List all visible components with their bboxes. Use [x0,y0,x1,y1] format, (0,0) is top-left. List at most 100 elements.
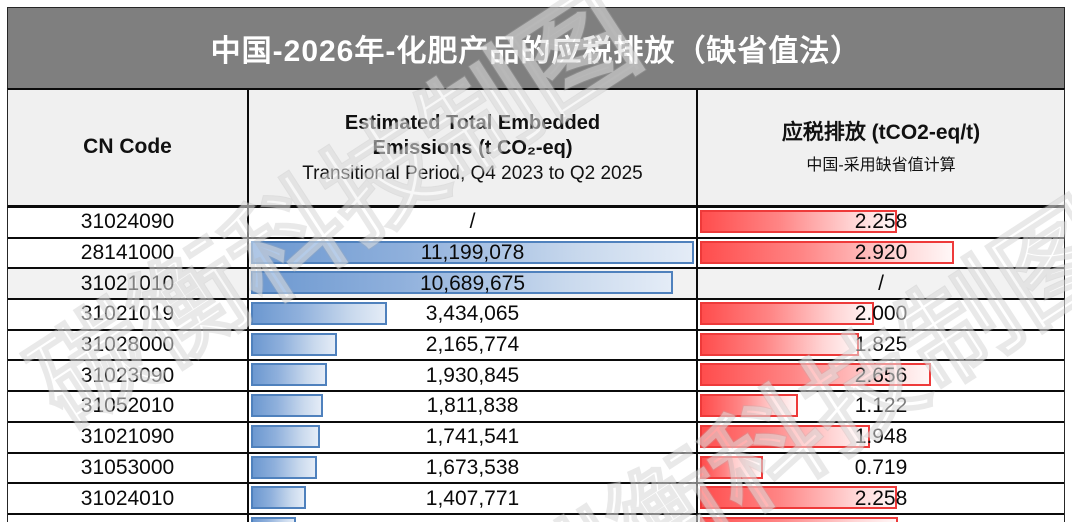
emissions-data-bar [251,424,320,448]
cell-embedded-emissions: 2,165,774 [249,330,698,360]
header-taxable-emissions-title: 应税排放 (tCO2-eq/t) [781,121,981,145]
header-embedded-emissions-subtitle: Transitional Period, Q4 2023 to Q2 2025 [302,162,643,184]
taxable-value: 1.122 [854,394,908,418]
table-row: 31052010 1,811,838 1.122 [8,392,1064,423]
cn-code-value: 31023090 [80,363,175,387]
table-row: 31021090 1,741,541 1.948 [8,422,1064,454]
cell-taxable-emissions: 2.000 [698,300,1064,329]
taxable-data-bar [700,424,870,448]
taxable-value: / [878,271,884,295]
cn-code-value [8,515,247,522]
cn-code-value: 31021090 [80,425,175,449]
cell-cn-code: 31053000 [8,453,249,483]
cell-taxable-emissions [698,515,1064,522]
emissions-data-bar [251,302,387,326]
cell-cn-code: 28141000 [8,238,249,268]
cell-embedded-emissions: 1,673,538 [249,453,698,483]
cell-taxable-emissions: 0.719 [698,454,1064,483]
header-taxable-emissions-subtitle: 中国-采用缺省值计算 [806,156,956,174]
table-row: 31021010 10,689,675 / [8,269,1064,301]
taxable-data-bar [700,486,897,510]
cn-code-value: 28141000 [80,241,175,265]
cell-embedded-emissions: 10,689,675 [249,269,698,299]
emissions-data-bar [251,516,296,522]
header-embedded-emissions-title: Estimated Total Embedded Emissions (t CO… [344,111,601,159]
cn-code-value: 31024010 [80,486,175,510]
emissions-data-bar [251,271,674,295]
cell-embedded-emissions: 1,741,541 [249,422,698,452]
cell-cn-code: 31021090 [8,422,249,452]
cn-code-value: 31021010 [80,271,175,295]
header-cn-code-label: CN Code [83,135,172,159]
cell-embedded-emissions [249,514,698,522]
taxable-value: 2.920 [854,241,908,265]
taxable-value: 2.258 [854,486,908,510]
cell-cn-code [8,514,249,522]
taxable-data-bar [700,302,875,326]
taxable-value: 2.258 [854,210,908,234]
emissions-value: 10,689,675 [419,271,526,295]
emissions-value: 1,741,541 [425,425,520,449]
emissions-data-bar [251,486,307,510]
emissions-value: 1,407,771 [425,486,520,510]
cell-cn-code: 31052010 [8,392,249,421]
emissions-value: 11,199,078 [420,241,525,265]
emissions-table: 中国-2026年-化肥产品的应税排放（缺省值法） CN Code Estimat… [7,7,1065,522]
taxable-value: 1.825 [854,333,908,357]
emissions-value: 1,811,838 [426,394,519,418]
table-row: 31053000 1,673,538 0.719 [8,453,1064,485]
table-body: 31024090 / 2.258 28141000 11,199,078 2.9… [7,208,1065,522]
emissions-value: 2,165,774 [425,333,520,357]
table-row: 28141000 11,199,078 2.920 [8,238,1064,270]
cell-embedded-emissions: 1,811,838 [249,392,698,421]
cell-taxable-emissions: 2.258 [698,208,1064,237]
table-row: 31023090 1,930,845 2.656 [8,361,1064,393]
emissions-value [249,515,696,522]
cn-code-value: 31053000 [80,455,175,479]
taxable-data-bar [700,455,763,479]
cell-embedded-emissions: 1,930,845 [249,361,698,391]
cell-cn-code: 31024090 [8,208,249,237]
table-row: 31024010 1,407,771 2.258 [8,484,1064,515]
emissions-data-bar [251,363,328,387]
cn-code-value: 31024090 [80,210,175,234]
table-row: 31021019 3,434,065 2.000 [8,300,1064,331]
cell-cn-code: 31023090 [8,361,249,391]
cell-taxable-emissions: 1.825 [698,331,1064,360]
table-row [8,514,1064,522]
cell-cn-code: 31028000 [8,330,249,360]
table-title: 中国-2026年-化肥产品的应税排放（缺省值法） [7,7,1065,88]
header-embedded-emissions: Estimated Total Embedded Emissions (t CO… [249,90,698,205]
taxable-value: 2.656 [854,363,908,387]
cell-taxable-emissions: 2.920 [698,239,1064,268]
cell-taxable-emissions: 2.258 [698,484,1064,513]
cell-embedded-emissions: 11,199,078 [249,238,698,268]
cell-taxable-emissions: 1.948 [698,423,1064,452]
taxable-data-bar [700,394,798,418]
cn-code-value: 31021019 [80,302,175,326]
cell-cn-code: 31024010 [8,484,249,513]
header-taxable-emissions: 应税排放 (tCO2-eq/t) 中国-采用缺省值计算 [698,90,1064,205]
taxable-data-bar [700,240,955,264]
cell-taxable-emissions: / [698,269,1064,298]
emissions-data-bar [251,394,323,418]
taxable-data-bar [700,210,897,233]
emissions-value: / [469,210,476,234]
cell-embedded-emissions: 3,434,065 [249,300,698,329]
emissions-data-bar [251,240,694,264]
emissions-value: 3,434,065 [425,302,520,326]
cn-code-value: 31028000 [80,333,175,357]
taxable-value [698,515,1064,522]
emissions-value: 1,673,538 [425,455,520,479]
taxable-data-bar [700,332,859,356]
emissions-value: 1,930,845 [425,363,520,387]
taxable-value: 1.948 [854,425,908,449]
cell-embedded-emissions: / [249,208,698,237]
taxable-value: 0.719 [854,455,908,479]
table-row: 31024090 / 2.258 [8,208,1064,239]
cell-cn-code: 31021019 [8,300,249,329]
cell-embedded-emissions: 1,407,771 [249,484,698,513]
header-cn-code: CN Code [8,90,249,205]
taxable-data-bar [700,363,932,387]
